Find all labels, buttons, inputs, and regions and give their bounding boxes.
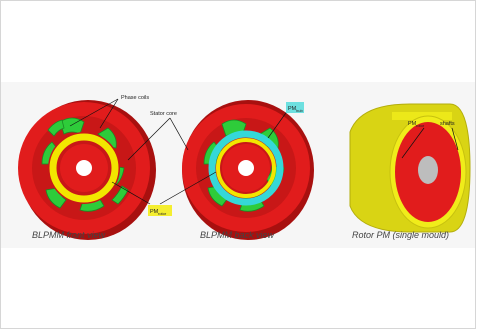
pm-rotor-right-sub: rotor: [416, 123, 425, 128]
stator-core-label: Stator core: [150, 111, 177, 117]
shafts-label: shafts: [440, 121, 455, 127]
phase-coils-label: Phase coils: [121, 95, 149, 101]
front-view-motor: [18, 100, 156, 240]
caption-front: BLPMM front view: [32, 230, 106, 240]
shaft-bore: [76, 160, 92, 176]
shaft-bore-back: [238, 160, 254, 176]
pm-hub-sub: hub: [296, 108, 303, 113]
pm-rotor-sub: rotor: [158, 211, 167, 216]
caption-rotor: Rotor PM (single mould): [352, 230, 449, 240]
caption-back: BLPMM back view: [200, 230, 275, 240]
back-view-motor: [182, 100, 314, 240]
shaft-hub: [418, 156, 438, 184]
